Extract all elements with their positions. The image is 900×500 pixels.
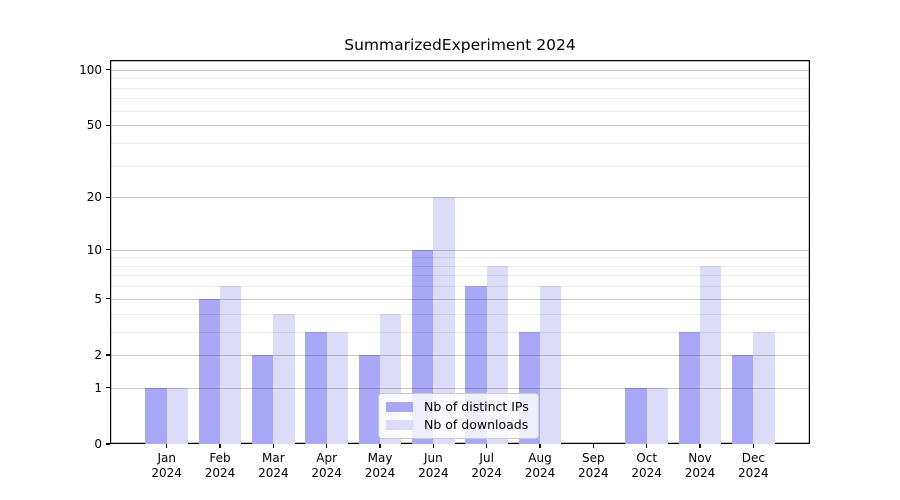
x-tick-mark	[272, 444, 274, 448]
y-tick-label: 1	[94, 380, 102, 395]
grid-line-minor	[110, 87, 810, 89]
grid-line-minor	[110, 78, 810, 80]
x-tick-label: Sep 2024	[578, 451, 609, 480]
grid-line-minor	[110, 98, 810, 100]
legend-entry-downloads: Nb of downloads	[386, 417, 529, 432]
x-tick-mark	[646, 444, 648, 448]
bar-distinct-ips	[732, 354, 754, 444]
grid-line-minor	[110, 110, 810, 112]
bar-distinct-ips	[678, 331, 700, 444]
x-tick-label: Jan 2024	[151, 451, 182, 480]
x-tick-label: Jun 2024	[418, 451, 449, 480]
legend: Nb of distinct IPs Nb of downloads	[378, 393, 539, 439]
x-tick-label: Oct 2024	[631, 451, 662, 480]
x-tick-label: May 2024	[364, 451, 396, 480]
grid-line-major	[110, 249, 810, 251]
y-tick-mark	[106, 354, 110, 356]
x-tick-mark	[166, 444, 168, 448]
bar-distinct-ips	[358, 354, 381, 444]
bar-downloads	[273, 313, 295, 444]
x-tick-label: Apr 2024	[311, 451, 342, 480]
x-tick-mark	[432, 444, 434, 448]
bar-downloads	[326, 331, 349, 444]
legend-swatch-distinct-ips	[386, 401, 413, 412]
bar-downloads	[220, 286, 242, 444]
bar-downloads	[433, 197, 455, 444]
y-tick-label: 0	[94, 437, 102, 451]
legend-entry-distinct-ips: Nb of distinct IPs	[386, 399, 529, 414]
plot-area	[110, 60, 810, 444]
grid-line-minor	[110, 257, 810, 259]
x-tick-mark	[326, 444, 328, 448]
x-tick-mark	[379, 444, 381, 448]
grid-line-major	[110, 197, 810, 199]
legend-label-distinct-ips: Nb of distinct IPs	[424, 399, 529, 414]
y-tick-label: 100	[79, 62, 102, 77]
bar-downloads	[166, 387, 189, 444]
y-tick-label: 50	[86, 118, 102, 133]
y-tick-mark	[106, 387, 110, 389]
bar-distinct-ips	[145, 387, 167, 444]
bar-downloads	[646, 387, 668, 444]
x-tick-label: Nov 2024	[684, 451, 716, 480]
y-tick-mark	[106, 443, 110, 445]
bar-downloads	[700, 265, 722, 444]
y-tick-label: 10	[86, 242, 102, 257]
legend-swatch-downloads	[386, 419, 413, 430]
grid-line-major	[110, 69, 810, 71]
bar-distinct-ips	[198, 298, 221, 444]
x-tick-label: Feb 2024	[204, 451, 236, 480]
x-tick-label: Mar 2024	[258, 451, 289, 480]
grid-line-minor	[110, 165, 810, 167]
bar-downloads	[540, 286, 562, 444]
y-tick-label: 5	[94, 291, 102, 306]
y-tick-label: 2	[94, 347, 102, 362]
bar-distinct-ips	[305, 331, 327, 444]
legend-label-downloads: Nb of downloads	[424, 417, 529, 432]
x-tick-mark	[592, 444, 594, 448]
x-tick-mark	[752, 444, 754, 448]
x-tick-label: Jul 2024	[471, 451, 502, 480]
y-tick-mark	[106, 69, 110, 71]
bar-distinct-ips	[625, 387, 647, 444]
x-tick-mark	[219, 444, 221, 448]
x-tick-label: Aug 2024	[524, 451, 556, 480]
x-tick-mark	[539, 444, 541, 448]
grid-line-minor	[110, 142, 810, 144]
x-tick-label: Dec 2024	[738, 451, 769, 480]
y-tick-mark	[106, 298, 110, 300]
x-tick-mark	[486, 444, 488, 448]
bar-downloads	[753, 331, 775, 444]
chart-title: SummarizedExperiment 2024	[344, 36, 576, 54]
y-tick-mark	[106, 196, 110, 198]
x-tick-mark	[699, 444, 701, 448]
y-tick-mark	[106, 248, 110, 251]
y-tick-label: 20	[86, 190, 102, 205]
grid-line-major	[110, 125, 810, 127]
y-tick-mark	[106, 124, 110, 126]
bar-distinct-ips	[252, 354, 274, 444]
